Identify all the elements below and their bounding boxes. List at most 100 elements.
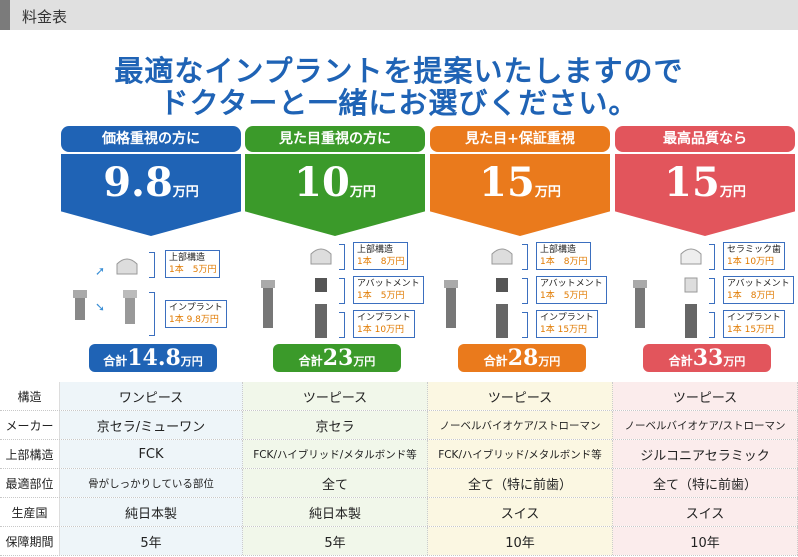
price-banner: 15万円 [615,154,795,236]
part-name: アバットメント [727,279,790,289]
total-unit: 万円 [723,355,746,368]
bracket [522,244,528,270]
cell: ノーベルバイオケア/ストローマン [613,411,798,439]
part-name: 上部構造 [169,253,206,263]
row-key: 上部構造 [0,440,60,468]
row-key: メーカー [0,411,60,439]
cell: ツーピース [613,382,798,410]
row-key: 最適部位 [0,469,60,497]
price-unit: 万円 [349,185,376,200]
cell: ワンピース [60,382,243,410]
part-name: インプラント [169,303,223,313]
table-row: 保障期間 5年 5年 10年 10年 [0,527,798,556]
section-header: 料金表 [0,0,798,30]
part-name: インプラント [357,313,411,323]
cell: FCK [60,440,243,468]
row-key: 生産国 [0,498,60,526]
table-row: メーカー 京セラ/ミューワン 京セラ ノーベルバイオケア/ストローマン ノーベル… [0,411,798,440]
total-amount: 23 [322,345,354,371]
part-name: セラミック歯 [727,245,782,255]
table-row: 上部構造 FCK FCK/ハイブリッド/メタルボンド等 FCK/ハイブリッド/メ… [0,440,798,469]
part-price: 1本 15万円 [540,325,588,335]
cell: ノーベルバイオケア/ストローマン [428,411,613,439]
bracket [339,278,345,304]
bracket [709,312,715,338]
arrow-icon: ➘ [95,300,106,314]
price-unit: 万円 [719,185,746,200]
implant-illustration: セラミック歯 1本 10万円 アバットメント 1本 8万円 インプラント 1本 15万… [615,242,795,360]
cell: 5年 [243,527,428,555]
total-badge: 合計28万円 [458,344,586,372]
cell: 5年 [60,527,243,555]
total-unit: 万円 [180,355,203,368]
part-box: インプラント 1本 9.8万円 [165,300,227,328]
part-price: 1本 15万円 [727,325,775,335]
plan-column-premium: 最高品質なら 15万円 セラミック歯 1本 10万円 アバットメント 1本 8万円 … [615,126,795,372]
part-box: 上部構造 1本 8万円 [536,242,592,270]
arrow-icon: ➚ [95,264,106,278]
price-banner: 10万円 [245,154,425,236]
part-price: 1本 8万円 [540,257,588,267]
total-amount: 14.8 [127,345,181,371]
cell: 全て（特に前歯） [613,469,798,497]
cell: 純日本製 [243,498,428,526]
total-unit: 万円 [538,355,561,368]
part-box: インプラント 1本 15万円 [723,310,785,338]
part-price: 1本 10万円 [357,325,405,335]
plan-tag: 最高品質なら [615,126,795,152]
cell: FCK/ハイブリッド/メタルボンド等 [243,440,428,468]
plan-column-appearance: 見た目重視の方に 10万円 上部構造 1本 8万円 アバットメント 1本 5万円 イ… [245,126,425,372]
cell: 全て [243,469,428,497]
bracket [339,244,345,270]
part-name: 上部構造 [540,245,577,255]
price-banner: 15万円 [430,154,610,236]
price-unit: 万円 [534,185,561,200]
cell: 10年 [613,527,798,555]
plan-column-warranty: 見た目+保証重視 15万円 上部構造 1本 8万円 アバットメント 1本 5万円 イ… [430,126,610,372]
price-value: 15 [479,159,535,206]
part-box: アバットメント 1本 8万円 [723,276,794,304]
total-badge: 合計33万円 [643,344,771,372]
implant-diagram-icon [444,248,513,338]
table-row: 最適部位 骨がしっかりしている部位 全て 全て（特に前歯） 全て（特に前歯） [0,469,798,498]
bracket [149,292,155,336]
total-label: 合計 [483,354,508,368]
cell: ツーピース [243,382,428,410]
part-name: インプラント [540,313,594,323]
bracket [709,244,715,270]
price-value: 15 [664,159,720,206]
implant-illustration: 上部構造 1本 8万円 アバットメント 1本 5万円 インプラント 1本 15万円 [430,242,610,360]
cell: 全て（特に前歯） [428,469,613,497]
plan-tag: 価格重視の方に [61,126,241,152]
cell: 骨がしっかりしている部位 [60,469,243,497]
part-name: アバットメント [357,279,420,289]
part-name: インプラント [727,313,781,323]
headline-line1: 最適なインプラントを提案いたしますので [114,54,684,88]
total-amount: 33 [692,345,724,371]
table-row: 生産国 純日本製 純日本製 スイス スイス [0,498,798,527]
total-label: 合計 [298,354,323,368]
total-label: 合計 [668,354,693,368]
cell: ツーピース [428,382,613,410]
cell: FCK/ハイブリッド/メタルボンド等 [428,440,613,468]
plan-tag: 見た目重視の方に [245,126,425,152]
bracket [709,278,715,304]
bracket [149,252,155,278]
price-value: 10 [294,159,350,206]
implant-diagram-icon [73,258,138,324]
implant-diagram-icon [633,248,702,338]
implant-illustration: ➚ ➘ 上部構造 1本 5万円 インプラント 1本 9.8万円 [61,242,241,360]
total-badge: 合計23万円 [273,344,401,372]
part-price: 1本 5万円 [540,291,588,301]
part-box: アバットメント 1本 5万円 [353,276,424,304]
part-price: 1本 5万円 [169,265,217,275]
cell: 京セラ/ミューワン [60,411,243,439]
part-price: 1本 5万円 [357,291,405,301]
price-banner: 9.8万円 [61,154,241,236]
table-row: 構造 ワンピース ツーピース ツーピース ツーピース [0,382,798,411]
part-price: 1本 10万円 [727,257,775,267]
bracket [522,278,528,304]
bracket [339,312,345,338]
total-badge: 合計14.8万円 [89,344,217,372]
